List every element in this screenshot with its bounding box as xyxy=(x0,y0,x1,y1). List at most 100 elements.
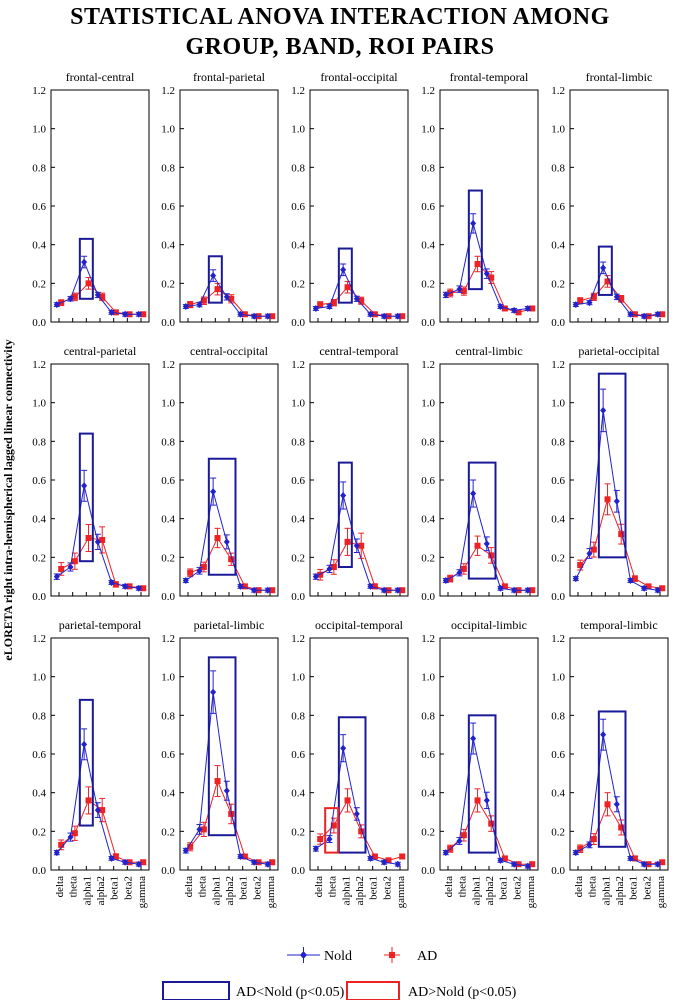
nold-point xyxy=(264,860,271,868)
panel-frontal-limbic: frontal-limbic 0.0 0.2 0.4 0.6 0.8 1.0 1.2 xyxy=(551,70,669,329)
ad-point xyxy=(140,859,147,866)
ad-point xyxy=(187,301,194,308)
ad-point xyxy=(474,542,481,549)
ad-point xyxy=(488,552,495,559)
ad-point xyxy=(71,830,78,837)
x-tick-label: alpha1 xyxy=(210,876,222,905)
y-tick-label: 0.8 xyxy=(291,162,305,174)
y-tick-label: 1.0 xyxy=(421,672,435,684)
ad-point xyxy=(228,556,235,563)
ad-point xyxy=(529,587,536,594)
nold-point xyxy=(251,858,258,866)
ad-point xyxy=(385,857,392,864)
x-tick-label: theta xyxy=(327,876,339,897)
ad-point xyxy=(214,778,221,785)
x-tick-label: gamma xyxy=(655,876,667,908)
nold-point xyxy=(340,744,347,752)
y-tick-label: 1.0 xyxy=(161,398,175,410)
y-tick-label: 0.6 xyxy=(32,475,46,487)
legend: Nold AD AD<Nold (p<0.05) AD>Nold (p<0.05) xyxy=(162,947,517,1000)
nold-point xyxy=(312,845,319,853)
nold-point xyxy=(654,860,661,868)
y-tick-label: 0.4 xyxy=(421,514,435,526)
nold-point xyxy=(394,586,401,594)
y-tick-label: 0.0 xyxy=(551,865,565,877)
y-tick-label: 1.2 xyxy=(551,633,565,645)
panel-frame xyxy=(439,363,539,597)
x-tick-label: beta2 xyxy=(511,876,523,900)
y-tick-label: 1.2 xyxy=(32,359,46,371)
ad-point xyxy=(58,565,65,572)
panel-title: frontal-temporal xyxy=(450,70,529,84)
nold-point xyxy=(483,796,490,804)
nold-point xyxy=(497,303,504,311)
nold-point xyxy=(627,854,634,862)
y-tick-label: 0.2 xyxy=(291,826,305,838)
nold-point xyxy=(210,488,217,496)
nold-point xyxy=(210,688,217,696)
ad-point xyxy=(460,832,467,839)
y-tick-label: 0.6 xyxy=(421,201,435,213)
y-tick-label: 0.2 xyxy=(551,278,565,290)
nold-point xyxy=(223,787,230,795)
nold-point xyxy=(108,308,115,316)
y-tick-label: 1.2 xyxy=(32,85,46,97)
nold-point xyxy=(456,569,463,577)
significance-box-ad-lt-nold xyxy=(467,461,497,580)
y-tick-label: 0.8 xyxy=(161,710,175,722)
y-tick-label: 0.2 xyxy=(291,278,305,290)
nold-point xyxy=(381,586,388,594)
ad-point xyxy=(187,843,194,850)
ad-point xyxy=(618,295,625,302)
nold-point xyxy=(353,295,360,303)
nold-point xyxy=(135,310,142,318)
y-tick-label: 0.8 xyxy=(551,436,565,448)
nold-point xyxy=(367,310,374,318)
nold-point xyxy=(135,860,142,868)
nold-point xyxy=(600,731,607,739)
significance-box-ad-lt-nold xyxy=(207,457,237,576)
nold-point xyxy=(524,862,531,870)
significance-box-ad-lt-nold xyxy=(467,714,497,854)
nold-point xyxy=(641,312,648,320)
y-tick-label: 0.4 xyxy=(421,788,435,800)
legend-blue-box xyxy=(162,981,230,1000)
y-tick-label: 0.4 xyxy=(551,240,565,252)
panel-frame xyxy=(439,89,539,323)
ad-point xyxy=(399,313,406,320)
nold-point xyxy=(223,293,230,301)
nold-point xyxy=(511,860,518,868)
y-tick-label: 1.2 xyxy=(291,633,305,645)
significance-box-ad-lt-nold xyxy=(597,372,627,559)
y-tick-label: 0.4 xyxy=(291,788,305,800)
y-tick-label: 1.0 xyxy=(421,398,435,410)
nold-point xyxy=(251,586,258,594)
nold-point xyxy=(182,577,189,585)
legend-red-box xyxy=(346,981,400,1000)
y-tick-label: 0.8 xyxy=(551,162,565,174)
ad-point xyxy=(255,859,262,866)
ad-point xyxy=(488,274,495,281)
panel-title: frontal-limbic xyxy=(586,70,653,84)
legend-nold-label: Nold xyxy=(324,949,352,964)
x-tick-label: alpha1 xyxy=(340,876,352,905)
x-tick-label: beta1 xyxy=(109,876,121,900)
nold-point xyxy=(53,301,60,309)
ad-point xyxy=(358,542,365,549)
y-tick-label: 0.2 xyxy=(161,826,175,838)
nold-point xyxy=(586,299,593,307)
y-tick-label: 0.4 xyxy=(551,514,565,526)
y-tick-label: 0.4 xyxy=(161,788,175,800)
nold-point xyxy=(627,577,634,585)
nold-series-line xyxy=(56,260,139,315)
ad-point xyxy=(631,575,638,582)
significance-box-ad-lt-nold xyxy=(78,432,94,563)
y-tick-label: 0.6 xyxy=(161,475,175,487)
nold-point xyxy=(470,219,477,227)
ad-point xyxy=(330,564,337,570)
ad-point xyxy=(85,797,92,804)
nold-point xyxy=(442,849,449,857)
nold-point xyxy=(340,266,347,274)
panel-title: central-limbic xyxy=(455,344,522,358)
ad-point xyxy=(501,855,508,862)
